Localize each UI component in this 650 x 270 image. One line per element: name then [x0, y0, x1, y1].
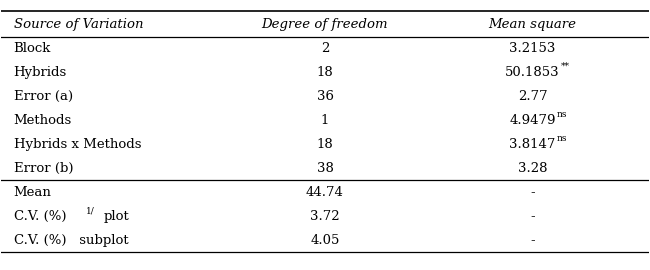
Text: Mean: Mean — [14, 186, 51, 199]
Text: Block: Block — [14, 42, 51, 55]
Text: 1/: 1/ — [86, 206, 95, 215]
Text: Methods: Methods — [14, 114, 72, 127]
Text: 44.74: 44.74 — [306, 186, 344, 199]
Text: -: - — [530, 210, 535, 223]
Text: 3.2153: 3.2153 — [510, 42, 556, 55]
Text: plot: plot — [103, 210, 129, 223]
Text: 38: 38 — [317, 162, 333, 175]
Text: Source of Variation: Source of Variation — [14, 18, 143, 31]
Text: Mean square: Mean square — [489, 18, 577, 31]
Text: 1: 1 — [321, 114, 329, 127]
Text: C.V. (%): C.V. (%) — [14, 210, 66, 223]
Text: -: - — [530, 234, 535, 247]
Text: C.V. (%)   subplot: C.V. (%) subplot — [14, 234, 128, 247]
Text: -: - — [530, 186, 535, 199]
Text: **: ** — [561, 62, 570, 71]
Text: 3.72: 3.72 — [310, 210, 340, 223]
Text: 36: 36 — [317, 90, 333, 103]
Text: 3.8147: 3.8147 — [510, 138, 556, 151]
Text: ns: ns — [557, 110, 567, 119]
Text: 4.9479: 4.9479 — [510, 114, 556, 127]
Text: 3.28: 3.28 — [518, 162, 547, 175]
Text: Hybrids: Hybrids — [14, 66, 67, 79]
Text: ns: ns — [557, 134, 567, 143]
Text: 18: 18 — [317, 138, 333, 151]
Text: Error (a): Error (a) — [14, 90, 73, 103]
Text: Error (b): Error (b) — [14, 162, 73, 175]
Text: 2.77: 2.77 — [518, 90, 547, 103]
Text: 4.05: 4.05 — [310, 234, 340, 247]
Text: 18: 18 — [317, 66, 333, 79]
Text: Hybrids x Methods: Hybrids x Methods — [14, 138, 141, 151]
Text: 2: 2 — [321, 42, 329, 55]
Text: Degree of freedom: Degree of freedom — [262, 18, 388, 31]
Text: 50.1853: 50.1853 — [505, 66, 560, 79]
